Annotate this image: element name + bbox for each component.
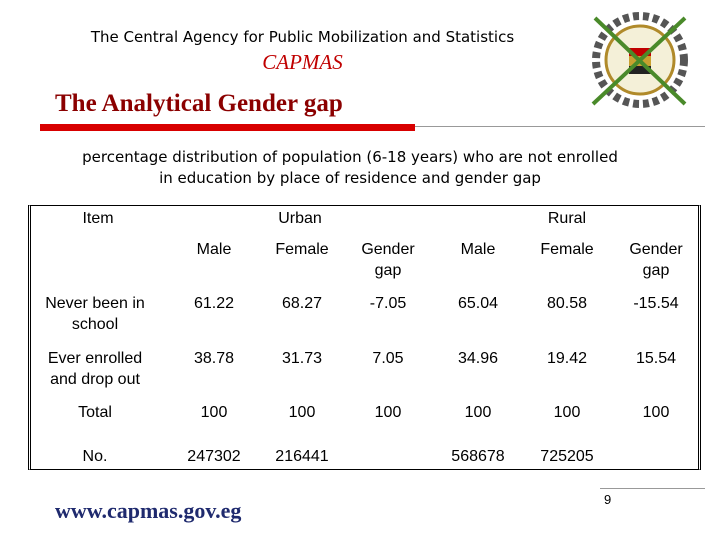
row-label: Ever enrolled and drop out: [47, 350, 143, 388]
title-bar: [40, 124, 415, 131]
row-label: Never been in school: [45, 295, 145, 333]
subtitle-line: percentage distribution of population (6…: [82, 148, 618, 166]
column-header: Male: [196, 241, 232, 258]
group-header: Urban: [278, 210, 322, 227]
table-cell: -15.54: [633, 295, 679, 312]
column-header: Male: [460, 241, 496, 258]
group-header: Rural: [547, 210, 587, 227]
table-cell: 38.78: [193, 350, 235, 367]
table-cell: 247302: [187, 448, 241, 465]
row-label: Total: [78, 404, 112, 421]
slide-title: The Analytical Gender gap: [55, 90, 343, 117]
table-cell: 100: [553, 404, 581, 421]
group-header: Item: [82, 210, 114, 227]
table-cell: 100: [642, 404, 670, 421]
footer-rule: [600, 488, 705, 489]
subtitle: percentage distribution of population (6…: [0, 147, 700, 189]
table-cell: 100: [464, 404, 492, 421]
column-header: Female: [275, 241, 329, 258]
table-cell: 19.42: [546, 350, 588, 367]
table-cell: 216441: [275, 448, 329, 465]
title-rule: [415, 126, 705, 127]
agency-name: The Central Agency for Public Mobilizati…: [90, 28, 515, 46]
column-header: Gender gap: [361, 241, 415, 279]
logo: [591, 12, 688, 108]
column-header: Female: [540, 241, 594, 258]
table-cell: 61.22: [193, 295, 235, 312]
website: www.capmas.gov.eg: [55, 498, 242, 523]
table-cell: 7.05: [372, 350, 404, 367]
column-header: Gender gap: [629, 241, 683, 279]
table-cell: 80.58: [546, 295, 588, 312]
table-cell: -7.05: [369, 295, 407, 312]
table-frame: [28, 205, 701, 470]
row-label: No.: [82, 448, 108, 465]
table-cell: 15.54: [635, 350, 677, 367]
table-cell: 100: [288, 404, 316, 421]
table-cell: 34.96: [457, 350, 499, 367]
table-cell: 100: [374, 404, 402, 421]
table-cell: 725205: [540, 448, 594, 465]
table-cell: 100: [200, 404, 228, 421]
subtitle-line: in education by place of residence and g…: [159, 169, 541, 187]
page-number: 9: [604, 492, 612, 507]
table-cell: 568678: [451, 448, 505, 465]
acronym: CAPMAS: [262, 50, 343, 74]
table-cell: 31.73: [281, 350, 323, 367]
table-cell: 68.27: [281, 295, 323, 312]
table-cell: 65.04: [457, 295, 499, 312]
